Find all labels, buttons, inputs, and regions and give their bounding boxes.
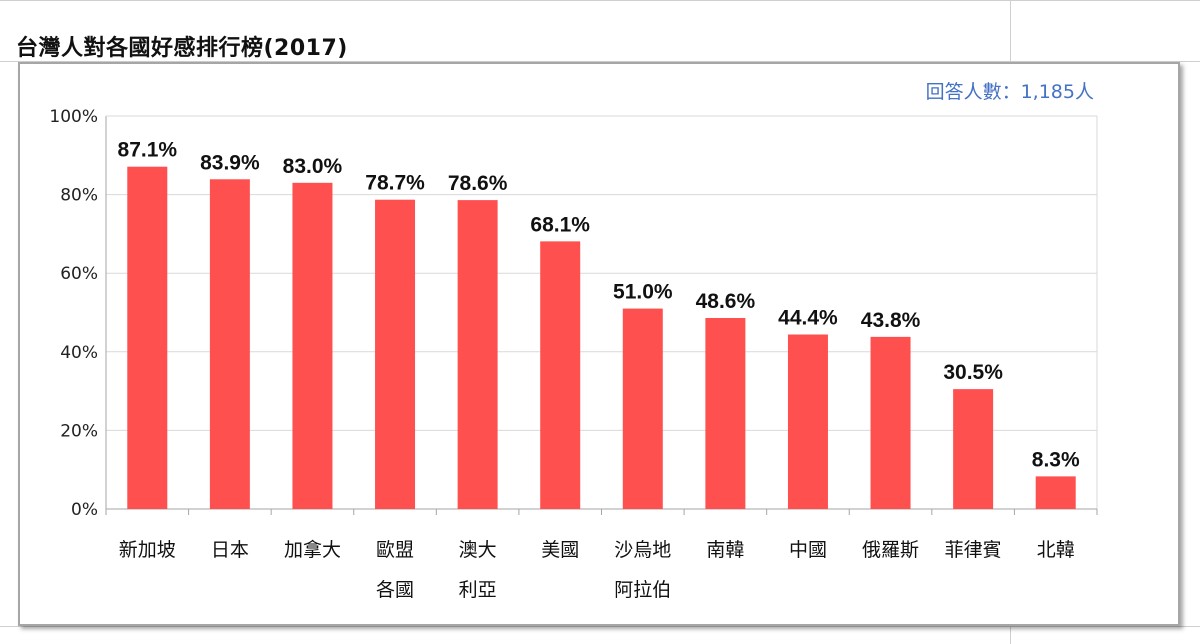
respondents-note: 回答人數：1,185人 [925,81,1094,103]
bar [127,166,168,509]
bar [787,334,828,509]
y-tick-label: 80% [60,186,98,206]
bar [540,241,581,509]
background-gridline [0,626,1200,627]
data-label: 87.1% [118,139,178,162]
bar [375,199,416,510]
x-category-label: 加拿大 [284,538,341,561]
data-label: 44.4% [778,307,838,330]
data-label: 8.3% [1032,448,1080,471]
bar [457,200,498,510]
x-category-label: 阿拉伯 [614,579,671,601]
x-category-label: 各國 [376,579,414,601]
data-label: 48.6% [696,290,756,313]
x-category-label: 北韓 [1037,539,1075,561]
x-category-label: 菲律賓 [945,539,1002,561]
data-label: 83.9% [200,151,260,174]
data-label: 43.8% [861,309,921,332]
bar [622,308,663,509]
y-tick-label: 100% [49,107,98,127]
bar-chart: 0% 20% 40% 60% 80% 100% 87.1% 新加坡 83.9% 日本 83.0% 加拿… [49,107,1098,601]
x-category-label: 俄羅斯 [862,539,919,561]
data-label: 83.0% [283,155,343,178]
x-category-label: 沙烏地 [614,539,671,561]
data-label: 78.6% [448,172,508,195]
bar [870,336,911,509]
y-tick-label: 60% [60,264,98,284]
data-label: 78.7% [365,172,425,195]
data-label: 30.5% [943,361,1003,384]
x-category-label: 日本 [211,539,249,561]
y-tick-label: 40% [60,343,98,363]
x-category-label: 南韓 [706,539,744,561]
x-category-label: 新加坡 [119,539,176,561]
x-category-label: 澳大 [459,539,497,561]
bar [292,182,333,509]
bar [953,389,994,509]
background-gridline [0,0,1200,1]
data-label: 51.0% [613,281,673,304]
y-tick-label: 0% [71,500,98,520]
x-category-label: 歐盟 [376,539,414,561]
x-category-label: 中國 [789,539,827,561]
y-tick-label: 20% [60,421,98,441]
chart-frame: 回答人數：1,185人 0% 20% 40% 60% 80% 100% 87.1% 新加坡 83… [18,62,1180,626]
bar [705,318,746,509]
x-category-label: 利亞 [459,579,497,601]
bar [1035,476,1076,509]
x-category-label: 美國 [541,539,579,561]
bar [209,179,250,509]
page-title: 台灣人對各國好感排行榜(2017) [16,36,348,61]
data-label: 68.1% [530,213,590,236]
